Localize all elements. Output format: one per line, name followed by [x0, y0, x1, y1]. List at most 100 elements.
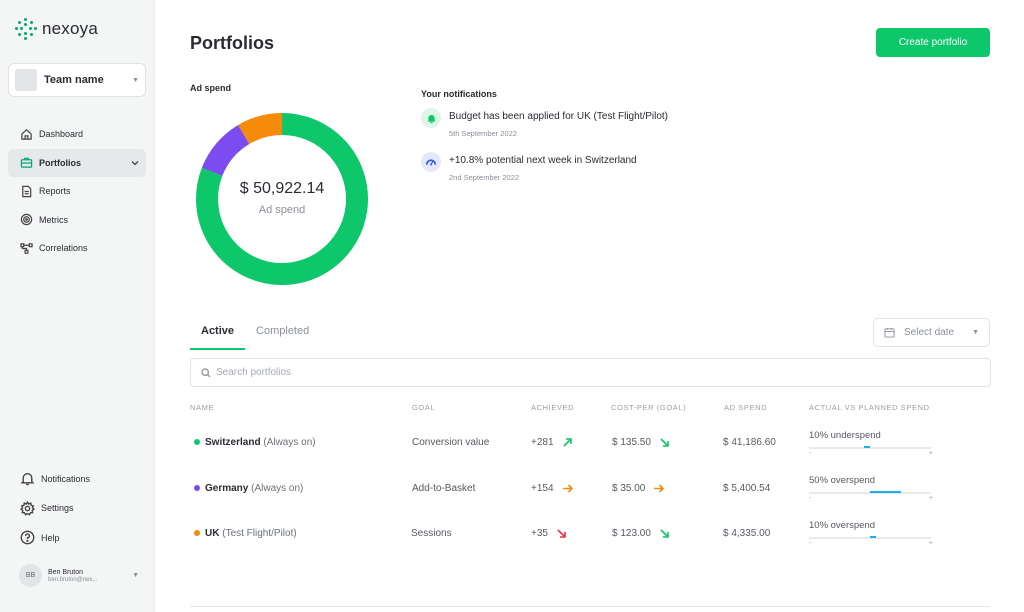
spend-minus: -: [809, 540, 812, 547]
notification-body: Budget has been applied for UK (Test Fli…: [449, 108, 668, 138]
logo[interactable]: nexoya: [15, 18, 98, 40]
nav-label: Settings: [41, 503, 74, 514]
notification-text: Budget has been applied for UK (Test Fli…: [449, 111, 669, 122]
tab-completed[interactable]: Completed: [256, 325, 310, 337]
create-portfolio-button[interactable]: Create portfolio: [876, 28, 990, 57]
table-row[interactable]: Switzerland (Always on) Conversion value…: [190, 430, 990, 475]
portfolio-title: Switzerland: [205, 437, 261, 448]
nav-item-settings[interactable]: Settings: [8, 494, 146, 523]
spend-bar: [809, 491, 931, 494]
bell-icon: [20, 472, 35, 486]
notification-item[interactable]: Budget has been applied for UK (Test Fli…: [421, 108, 668, 138]
tab-active[interactable]: Active: [190, 321, 246, 350]
spend-bar-fill: [863, 446, 870, 448]
bell-icon: [421, 108, 441, 128]
notification-date: 2nd September 2022: [449, 173, 520, 182]
portfolio-title: UK: [205, 528, 220, 539]
spend-status: 50% overspend: [809, 475, 876, 486]
trend-flat-icon: [654, 484, 665, 493]
cost-per-goal: $ 123.00: [612, 528, 670, 539]
portfolio-name: UK (Test Flight/Pilot): [205, 528, 297, 539]
nav-label: Correlations: [39, 243, 88, 254]
column-header-name[interactable]: NAME: [190, 403, 215, 412]
column-header-cost[interactable]: COST-PER (GOAL): [611, 403, 687, 412]
nav-item-help[interactable]: Help: [8, 523, 146, 552]
spend-bar: [809, 536, 931, 539]
search-icon: [201, 367, 211, 378]
spend-marks: - +: [809, 495, 933, 502]
gear-icon: [20, 500, 35, 516]
nav-item-notifications[interactable]: Notifications: [8, 464, 146, 493]
spend-marks: - +: [809, 540, 933, 547]
achieved-value: +35: [531, 528, 548, 540]
caret-down-icon: ▼: [972, 329, 979, 336]
spend-plus: +: [928, 450, 933, 457]
goal: Add-to-Basket: [412, 483, 476, 494]
actual-vs-planned: 50% overspend - +: [809, 475, 933, 502]
notification-item[interactable]: +10.8% potential next week in Switzerlan…: [421, 152, 637, 182]
date-select-placeholder: Select date: [904, 327, 955, 338]
table-row[interactable]: Germany (Always on) Add-to-Basket +154 $…: [190, 475, 990, 520]
spend-marks: - +: [809, 450, 933, 457]
home-icon: [21, 128, 32, 140]
table-row[interactable]: UK (Test Flight/Pilot) Sessions +35 $ 12…: [190, 520, 990, 565]
portfolio-icon: [20, 157, 33, 168]
portfolio-tabs: Active Completed: [190, 321, 320, 350]
column-header-achieved[interactable]: ACHIEVED: [531, 403, 575, 412]
spend-bar-fill: [870, 536, 877, 538]
notifications-heading: Your notifications: [421, 89, 497, 99]
cost-value: $ 35.00: [612, 483, 646, 495]
search-input[interactable]: [216, 367, 916, 378]
nav-item-dashboard[interactable]: Dashboard: [8, 120, 146, 148]
column-header-actual-vs-planned[interactable]: ACTUAL VS PLANNED SPEND: [809, 403, 930, 412]
trend-flat-icon: [562, 484, 573, 493]
chevron-down-icon[interactable]: [130, 158, 140, 168]
avatar: BB: [19, 564, 42, 587]
column-header-ad-spend[interactable]: AD SPEND: [724, 403, 768, 412]
nav-item-portfolios[interactable]: Portfolios: [8, 148, 146, 177]
goal: Conversion value: [412, 437, 490, 448]
main-nav: Dashboard Portfolios Reports Metrics Cor…: [8, 120, 146, 263]
user-menu[interactable]: BB Ben Bruton ben.bruton@nex... ▼: [19, 564, 139, 587]
nav-item-correlations[interactable]: Correlations: [8, 234, 146, 262]
donut-segment-germany[interactable]: [201, 125, 250, 177]
achieved-value: +154: [531, 483, 554, 495]
spend-minus: -: [809, 495, 812, 502]
correlations-icon: [20, 243, 33, 254]
search-bar: [190, 358, 991, 387]
bottom-nav: Notifications Settings Help: [8, 464, 146, 553]
cost-value: $ 123.00: [612, 528, 651, 540]
achieved: +154: [531, 483, 573, 494]
actual-vs-planned: 10% underspend - +: [809, 430, 933, 457]
ad-spend-donut-chart: [196, 113, 368, 285]
ad-spend-total: $ 50,922.14: [239, 180, 325, 197]
notification-date: 5th September 2022: [449, 129, 517, 138]
cost-per-goal: $ 135.50: [612, 437, 670, 448]
actual-vs-planned: 10% overspend - +: [809, 520, 933, 547]
spend-bar: [809, 446, 931, 449]
spend-minus: -: [809, 450, 812, 457]
achieved-value: +281: [531, 437, 554, 449]
nav-item-reports[interactable]: Reports: [8, 177, 146, 205]
team-selector[interactable]: Team name ▼: [8, 63, 146, 97]
donut-segment-uk[interactable]: [238, 113, 283, 145]
trend-up-icon: [562, 438, 572, 447]
donut-segment-switzerland[interactable]: [196, 113, 368, 285]
team-name: Team name: [44, 74, 104, 86]
user-name: Ben Bruton: [48, 568, 84, 576]
status-dot: [194, 530, 200, 536]
nav-item-metrics[interactable]: Metrics: [8, 206, 146, 234]
nav-label: Metrics: [39, 214, 68, 225]
status-dot: [194, 439, 200, 445]
caret-down-icon: ▼: [132, 76, 139, 84]
trend-down-icon: [660, 529, 669, 538]
help-icon: [20, 530, 35, 545]
portfolio-type: (Always on): [263, 437, 316, 448]
date-select[interactable]: Select date ▼: [873, 318, 990, 347]
column-header-goal[interactable]: GOAL: [412, 403, 436, 412]
nav-label: Notifications: [41, 473, 91, 484]
sidebar: nexoya Team name ▼ Dashboard Portfolios …: [0, 0, 155, 612]
achieved: +35: [531, 528, 567, 539]
trend-down-icon: [660, 438, 669, 447]
spend-plus: +: [928, 495, 933, 502]
